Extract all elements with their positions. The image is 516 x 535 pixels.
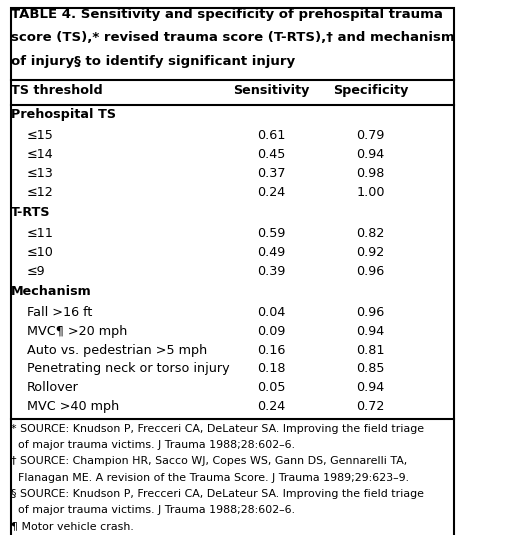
Text: 0.81: 0.81 <box>357 343 385 356</box>
Text: score (TS),* revised trauma score (T-RTS),† and mechanism: score (TS),* revised trauma score (T-RTS… <box>11 32 454 44</box>
Text: 0.05: 0.05 <box>257 381 286 394</box>
Text: TABLE 4. Sensitivity and specificity of prehospital trauma: TABLE 4. Sensitivity and specificity of … <box>11 8 443 21</box>
Text: 0.96: 0.96 <box>357 305 385 319</box>
Text: † SOURCE: Champion HR, Sacco WJ, Copes WS, Gann DS, Gennarelli TA,: † SOURCE: Champion HR, Sacco WJ, Copes W… <box>11 456 407 467</box>
Text: Rollover: Rollover <box>27 381 78 394</box>
Text: 0.72: 0.72 <box>357 400 385 414</box>
Text: 0.04: 0.04 <box>257 305 285 319</box>
Text: ≤13: ≤13 <box>27 167 54 180</box>
Text: 0.45: 0.45 <box>257 148 285 161</box>
Text: ¶ Motor vehicle crash.: ¶ Motor vehicle crash. <box>11 522 133 531</box>
Text: 0.79: 0.79 <box>357 129 385 142</box>
Text: ≤11: ≤11 <box>27 227 54 240</box>
Text: Mechanism: Mechanism <box>11 285 91 298</box>
Text: 0.37: 0.37 <box>257 167 286 180</box>
Text: ≤9: ≤9 <box>27 265 45 278</box>
Text: * SOURCE: Knudson P, Frecceri CA, DeLateur SA. Improving the field triage: * SOURCE: Knudson P, Frecceri CA, DeLate… <box>11 424 424 434</box>
Text: ≤15: ≤15 <box>27 129 54 142</box>
Text: ≤10: ≤10 <box>27 246 54 259</box>
Text: 0.82: 0.82 <box>357 227 385 240</box>
Text: 0.85: 0.85 <box>357 363 385 376</box>
Text: of major trauma victims. J Trauma 1988;28:602–6.: of major trauma victims. J Trauma 1988;2… <box>11 440 295 450</box>
Text: Auto vs. pedestrian >5 mph: Auto vs. pedestrian >5 mph <box>27 343 207 356</box>
Text: 0.59: 0.59 <box>257 227 285 240</box>
Text: Fall >16 ft: Fall >16 ft <box>27 305 92 319</box>
Text: ≤14: ≤14 <box>27 148 54 161</box>
Text: 0.96: 0.96 <box>357 265 385 278</box>
Text: § SOURCE: Knudson P, Frecceri CA, DeLateur SA. Improving the field triage: § SOURCE: Knudson P, Frecceri CA, DeLate… <box>11 489 424 499</box>
Text: Specificity: Specificity <box>333 84 408 97</box>
Text: 0.09: 0.09 <box>257 325 285 338</box>
Text: Penetrating neck or torso injury: Penetrating neck or torso injury <box>27 363 230 376</box>
Text: of major trauma victims. J Trauma 1988;28:602–6.: of major trauma victims. J Trauma 1988;2… <box>11 505 295 515</box>
Text: T-RTS: T-RTS <box>11 206 50 219</box>
Text: 0.39: 0.39 <box>257 265 285 278</box>
Text: 0.49: 0.49 <box>257 246 285 259</box>
Text: 1.00: 1.00 <box>357 186 385 199</box>
Text: MVC >40 mph: MVC >40 mph <box>27 400 119 414</box>
Text: 0.24: 0.24 <box>257 186 285 199</box>
Text: Prehospital TS: Prehospital TS <box>11 109 116 121</box>
Text: 0.94: 0.94 <box>357 381 385 394</box>
Text: 0.98: 0.98 <box>357 167 385 180</box>
Text: Flanagan ME. A revision of the Trauma Score. J Trauma 1989;29:623–9.: Flanagan ME. A revision of the Trauma Sc… <box>11 472 409 483</box>
Text: 0.18: 0.18 <box>257 363 286 376</box>
Text: ≤12: ≤12 <box>27 186 54 199</box>
Text: 0.16: 0.16 <box>257 343 285 356</box>
Text: MVC¶ >20 mph: MVC¶ >20 mph <box>27 325 127 338</box>
Text: TS threshold: TS threshold <box>11 84 102 97</box>
Text: 0.94: 0.94 <box>357 148 385 161</box>
Text: 0.94: 0.94 <box>357 325 385 338</box>
Text: of injury§ to identify significant injury: of injury§ to identify significant injur… <box>11 55 295 67</box>
Text: 0.92: 0.92 <box>357 246 385 259</box>
Text: 0.24: 0.24 <box>257 400 285 414</box>
Text: Sensitivity: Sensitivity <box>233 84 310 97</box>
Text: 0.61: 0.61 <box>257 129 285 142</box>
